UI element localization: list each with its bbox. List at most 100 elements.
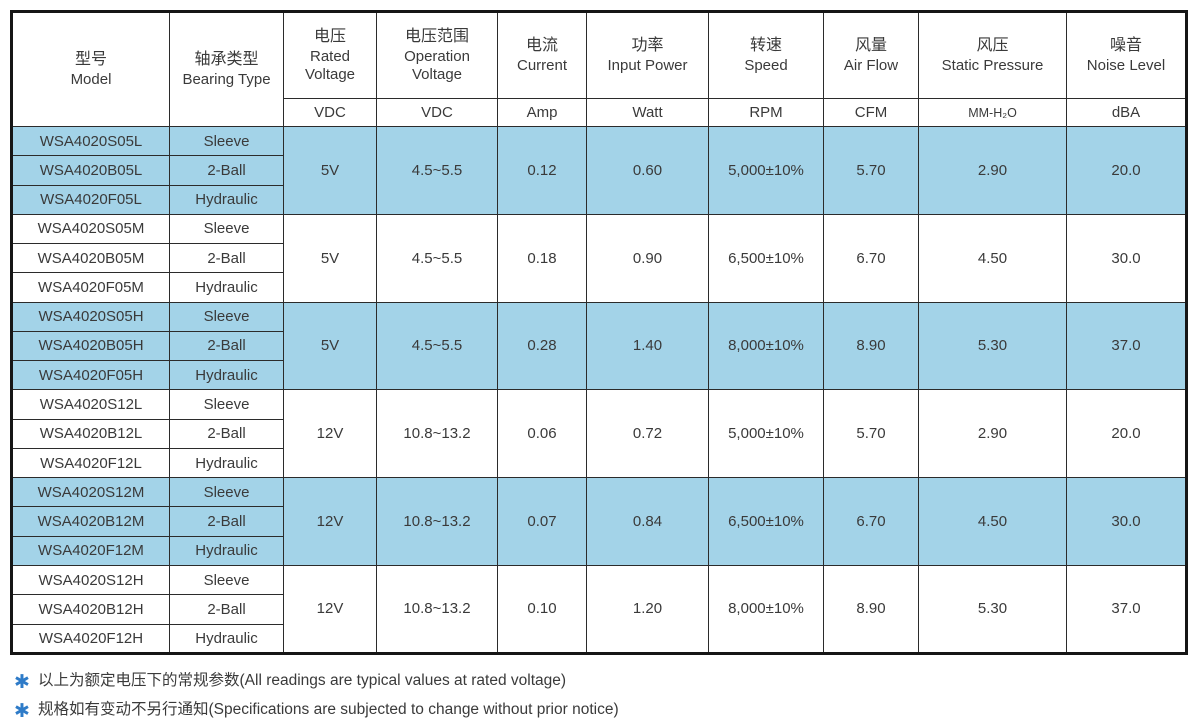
- air-flow-cell: 8.90: [823, 301, 919, 391]
- model-cell: WSA4020B12L: [11, 418, 170, 449]
- unit-air-flow: CFM: [823, 98, 919, 127]
- model-cell: WSA4020B05L: [11, 155, 170, 186]
- operation-voltage-cell: 4.5~5.5: [376, 213, 498, 303]
- bearing-cell: Hydraulic: [169, 184, 284, 215]
- static-pressure-cell: 2.90: [918, 126, 1067, 215]
- bearing-cell: 2-Ball: [169, 330, 284, 362]
- col-header-bearing-zh: 轴承类型: [194, 51, 259, 69]
- operation-voltage-cell: 4.5~5.5: [376, 301, 498, 391]
- table-row: WSA4020S12L Sleeve 12V 10.8~13.2 0.06 0.…: [11, 389, 1187, 479]
- col-header-noise-level: 噪音 Noise Level: [1066, 11, 1187, 99]
- table-row: WSA4020S12H Sleeve 12V 10.8~13.2 0.10 1.…: [11, 564, 1187, 655]
- table-row: WSA4020F05H Hydraulic: [11, 360, 1187, 391]
- col-header-current: 电流 Current: [497, 11, 587, 99]
- speed-cell: 6,500±10%: [708, 213, 824, 303]
- table-row: WSA4020S05H Sleeve 5V 4.5~5.5 0.28 1.40 …: [11, 301, 1187, 391]
- table-row: WSA4020B05H 2-Ball: [11, 330, 1187, 362]
- model-cell: WSA4020S05L: [11, 125, 170, 157]
- table-row: WSA4020B05L 2-Ball: [11, 155, 1187, 186]
- model-cell: WSA4020B12H: [11, 594, 170, 625]
- footnote-text: 规格如有变动不另行通知(Specifications are subjected…: [38, 700, 619, 718]
- col-header-air-flow-en: Air Flow: [843, 56, 899, 74]
- col-header-input-power: 功率 Input Power: [586, 11, 709, 99]
- input-power-cell: 1.20: [586, 564, 709, 655]
- model-cell: WSA4020S05M: [11, 213, 170, 245]
- rated-voltage-cell: 5V: [283, 301, 377, 391]
- col-header-model-en: Model: [70, 70, 112, 88]
- bearing-cell: Hydraulic: [169, 272, 284, 303]
- air-flow-cell: 6.70: [823, 213, 919, 303]
- bearing-cell: Sleeve: [169, 564, 284, 596]
- static-pressure-cell: 5.30: [918, 301, 1067, 391]
- col-header-static-pressure: 风压 Static Pressure: [918, 11, 1067, 99]
- input-power-cell: 0.84: [586, 477, 709, 566]
- input-power-cell: 0.60: [586, 126, 709, 215]
- bearing-cell: 2-Ball: [169, 506, 284, 537]
- col-header-rated-voltage-zh: 电压: [313, 27, 346, 45]
- unit-input-power: Watt: [586, 98, 709, 127]
- rated-voltage-cell: 12V: [283, 389, 377, 479]
- speed-cell: 5,000±10%: [708, 389, 824, 479]
- bearing-cell: Hydraulic: [169, 360, 284, 391]
- bearing-cell: Hydraulic: [169, 535, 284, 566]
- unit-noise-level: dBA: [1066, 98, 1187, 127]
- current-cell: 0.07: [497, 477, 587, 566]
- col-header-static-pressure-zh: 风压: [976, 37, 1009, 55]
- footnotes: ✱ 以上为额定电压下的常规参数(All readings are typical…: [14, 668, 1174, 726]
- rated-voltage-cell: 5V: [283, 213, 377, 303]
- model-cell: WSA4020F05L: [11, 184, 170, 215]
- model-cell: WSA4020F12M: [11, 535, 170, 566]
- model-cell: WSA4020B05H: [11, 330, 170, 362]
- col-header-model-zh: 型号: [74, 51, 107, 69]
- bearing-cell: 2-Ball: [169, 155, 284, 186]
- bearing-cell: 2-Ball: [169, 243, 284, 274]
- bearing-cell: Sleeve: [169, 389, 284, 420]
- unit-operation-voltage: VDC: [376, 98, 498, 127]
- speed-cell: 6,500±10%: [708, 477, 824, 566]
- input-power-cell: 0.72: [586, 389, 709, 479]
- current-cell: 0.06: [497, 389, 587, 479]
- bearing-cell: 2-Ball: [169, 594, 284, 625]
- table-row: WSA4020F12L Hydraulic: [11, 447, 1187, 479]
- speed-cell: 5,000±10%: [708, 126, 824, 215]
- col-header-rated-voltage-en: Rated Voltage: [304, 47, 356, 84]
- current-cell: 0.28: [497, 301, 587, 391]
- col-header-operation-voltage: 电压范围 Operation Voltage: [376, 11, 498, 99]
- col-header-air-flow: 风量 Air Flow: [823, 11, 919, 99]
- table-row: WSA4020S05L Sleeve 5V 4.5~5.5 0.12 0.60 …: [11, 125, 1187, 215]
- air-flow-cell: 5.70: [823, 389, 919, 479]
- bearing-cell: Hydraulic: [169, 623, 284, 655]
- header-row-units: VDC VDC Amp Watt RPM CFM MM-H₂O dBA: [12, 98, 1187, 127]
- unit-rated-voltage: VDC: [283, 98, 377, 127]
- model-cell: WSA4020F05M: [11, 272, 170, 303]
- operation-voltage-cell: 4.5~5.5: [376, 126, 498, 215]
- noise-level-cell: 30.0: [1066, 477, 1187, 566]
- static-pressure-cell: 2.90: [918, 389, 1067, 479]
- bearing-cell: 2-Ball: [169, 418, 284, 449]
- table-row: WSA4020F05M Hydraulic: [11, 272, 1187, 303]
- speed-cell: 8,000±10%: [708, 564, 824, 655]
- static-pressure-cell: 4.50: [918, 213, 1067, 303]
- fan-spec-table: 型号 Model 轴承类型 Bearing Type 电压 Rated Volt…: [10, 10, 1188, 655]
- col-header-model: 型号 Model: [11, 11, 170, 127]
- air-flow-cell: 8.90: [823, 564, 919, 655]
- bearing-cell: Sleeve: [169, 213, 284, 245]
- col-header-rated-voltage: 电压 Rated Voltage: [283, 11, 377, 99]
- table-row: WSA4020B12L 2-Ball: [11, 418, 1187, 449]
- table-row: WSA4020B12M 2-Ball: [11, 506, 1187, 537]
- col-header-bearing-en: Bearing Type: [182, 70, 271, 88]
- rated-voltage-cell: 12V: [283, 477, 377, 566]
- unit-static-pressure: MM-H₂O: [918, 98, 1067, 127]
- model-cell: WSA4020B12M: [11, 506, 170, 537]
- current-cell: 0.10: [497, 564, 587, 655]
- col-header-input-power-en: Input Power: [607, 56, 688, 74]
- rated-voltage-cell: 12V: [283, 564, 377, 655]
- static-pressure-cell: 4.50: [918, 477, 1067, 566]
- bearing-cell: Sleeve: [169, 301, 284, 332]
- model-cell: WSA4020S12L: [11, 389, 170, 420]
- static-pressure-cell: 5.30: [918, 564, 1067, 655]
- bearing-cell: Sleeve: [169, 125, 284, 157]
- air-flow-cell: 6.70: [823, 477, 919, 566]
- col-header-noise-level-en: Noise Level: [1086, 56, 1166, 74]
- table-row: WSA4020F12M Hydraulic: [11, 535, 1187, 566]
